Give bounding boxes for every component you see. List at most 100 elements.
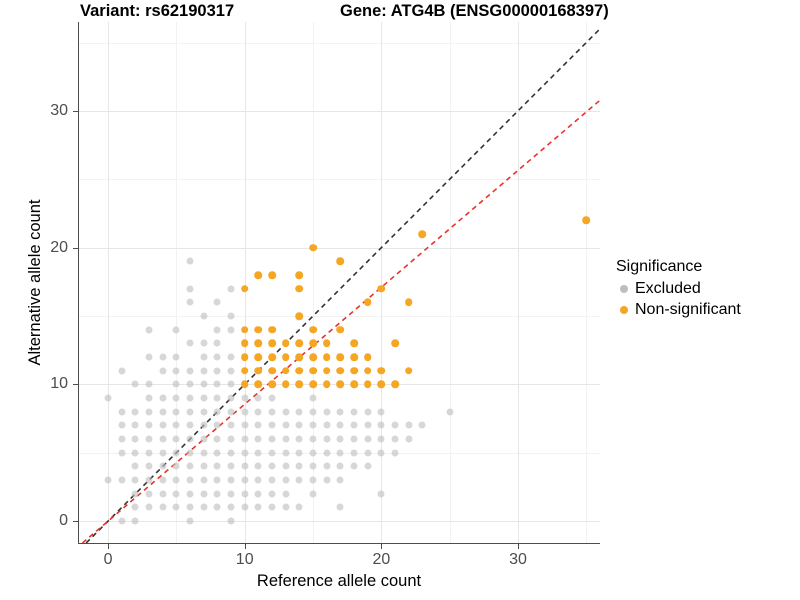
data-point <box>363 298 372 307</box>
data-point <box>200 408 208 416</box>
data-point <box>309 490 317 498</box>
legend-dot-icon <box>620 284 628 293</box>
data-point <box>227 367 235 375</box>
data-point <box>159 462 167 470</box>
data-point <box>186 421 194 429</box>
data-point <box>446 408 454 416</box>
data-point <box>377 284 386 293</box>
legend-item-non-significant[interactable]: Non-significant <box>616 299 796 320</box>
data-point <box>391 421 399 429</box>
y-axis-line <box>78 22 79 543</box>
data-point <box>159 408 167 416</box>
data-point <box>336 503 344 511</box>
data-point <box>131 490 139 498</box>
y-tick-mark <box>73 384 78 386</box>
data-point <box>377 435 385 443</box>
plot-panel <box>78 22 600 543</box>
data-point <box>377 408 385 416</box>
data-point <box>131 462 139 470</box>
reference-line-fit <box>81 99 600 543</box>
data-point <box>281 339 290 348</box>
legend: Significance Excluded Non-significant <box>616 258 796 320</box>
data-point <box>254 271 263 279</box>
data-point <box>159 367 167 375</box>
data-point <box>254 325 263 334</box>
data-point <box>268 394 276 402</box>
data-point <box>350 380 358 389</box>
data-point <box>104 476 112 484</box>
data-point <box>336 421 344 429</box>
data-point <box>172 462 180 470</box>
gridline-x-major <box>244 22 246 543</box>
data-point <box>391 449 399 457</box>
legend-key-swatch <box>616 284 632 293</box>
data-point <box>336 462 344 470</box>
data-point <box>323 421 331 429</box>
data-point <box>172 326 180 334</box>
data-point <box>268 462 276 470</box>
data-point <box>240 366 249 375</box>
gridline-y-minor <box>78 316 600 317</box>
data-point <box>295 339 304 348</box>
data-point <box>350 353 358 361</box>
data-point <box>213 490 221 498</box>
data-point <box>254 490 262 498</box>
data-point <box>145 435 153 443</box>
data-point <box>172 449 180 457</box>
data-point <box>254 449 262 457</box>
data-point <box>213 394 221 402</box>
data-point <box>268 449 276 457</box>
data-point <box>336 366 345 375</box>
data-point <box>322 366 331 375</box>
data-point <box>268 339 276 348</box>
data-point <box>282 490 290 498</box>
data-point <box>322 380 331 389</box>
data-point <box>336 325 345 334</box>
reference-line-layer <box>78 22 600 543</box>
data-point <box>336 476 344 484</box>
data-point <box>268 366 276 375</box>
data-point <box>131 449 139 457</box>
data-point <box>227 517 235 525</box>
data-point <box>377 490 385 498</box>
legend-item-label: Non-significant <box>635 300 741 318</box>
data-point <box>254 435 262 443</box>
data-point <box>186 476 194 484</box>
data-point <box>404 366 413 375</box>
data-point <box>227 408 235 416</box>
data-point <box>295 380 304 389</box>
data-point <box>227 490 235 498</box>
data-point <box>118 476 126 484</box>
data-point <box>309 421 317 429</box>
data-point <box>131 380 139 388</box>
data-point <box>159 490 167 498</box>
y-tick-label: 20 <box>50 238 68 256</box>
data-point <box>295 366 304 375</box>
data-point <box>159 353 167 361</box>
data-point <box>172 408 180 416</box>
data-point <box>281 353 290 361</box>
data-point <box>336 353 345 361</box>
data-point <box>241 408 249 416</box>
legend-item-label: Excluded <box>635 279 701 297</box>
data-point <box>186 285 194 293</box>
data-point <box>118 435 126 443</box>
legend-item-excluded[interactable]: Excluded <box>616 278 796 299</box>
data-point <box>363 366 372 375</box>
data-point <box>186 394 194 402</box>
data-point <box>241 449 249 457</box>
data-point <box>145 380 153 388</box>
data-point <box>145 449 153 457</box>
gridline-y-major <box>78 247 600 249</box>
x-tick-mark <box>381 544 383 549</box>
gridline-x-major <box>518 22 519 543</box>
data-point <box>295 435 303 443</box>
data-point <box>213 298 221 306</box>
data-point <box>145 503 153 511</box>
data-point <box>309 408 317 416</box>
data-point <box>295 284 304 293</box>
data-point <box>254 476 262 484</box>
data-point <box>350 339 358 348</box>
data-point <box>323 476 331 484</box>
